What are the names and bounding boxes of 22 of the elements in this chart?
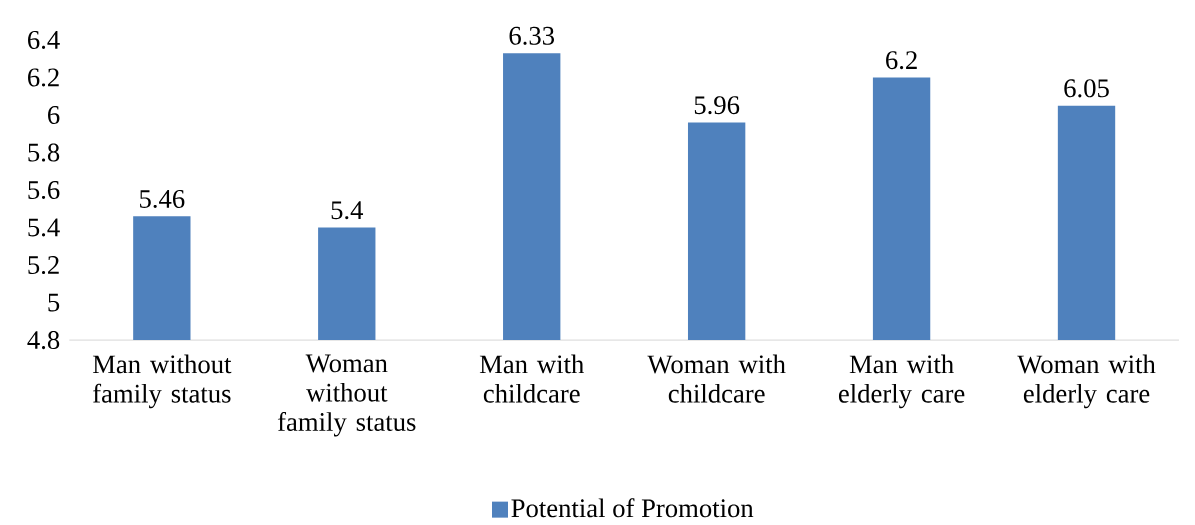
y-tick-label: 5 [48,293,60,312]
x-tick-label: Man with childcare [479,354,584,403]
y-tick-label: 4.8 [27,330,60,349]
x-tick-label: Woman without family status [277,354,416,437]
data-label: 5.4 [331,201,364,220]
y-tick-label: 5.8 [28,143,60,162]
data-label: 6.33 [509,26,555,45]
y-tick-label: 5.2 [28,255,59,274]
y-tick-label: 6 [48,105,60,124]
y-tick-label: 6.2 [28,68,59,87]
x-tick-label: Man without family status [92,354,232,408]
x-tick-label: Man with elderly care [838,354,965,408]
data-label: 6.05 [1064,79,1109,98]
y-tick-label: 5.6 [28,180,60,199]
y-tick-label: 6.4 [28,30,60,49]
legend-label: Potential of Promotion [511,498,754,518]
x-tick-label: Woman with childcare [647,354,786,403]
y-tick-label: 5.4 [28,218,60,237]
data-label: 5.96 [694,96,740,115]
x-tick-label: Woman with elderly care [1017,354,1156,408]
data-label: 6.2 [886,50,917,70]
data-label: 5.46 [140,189,185,208]
